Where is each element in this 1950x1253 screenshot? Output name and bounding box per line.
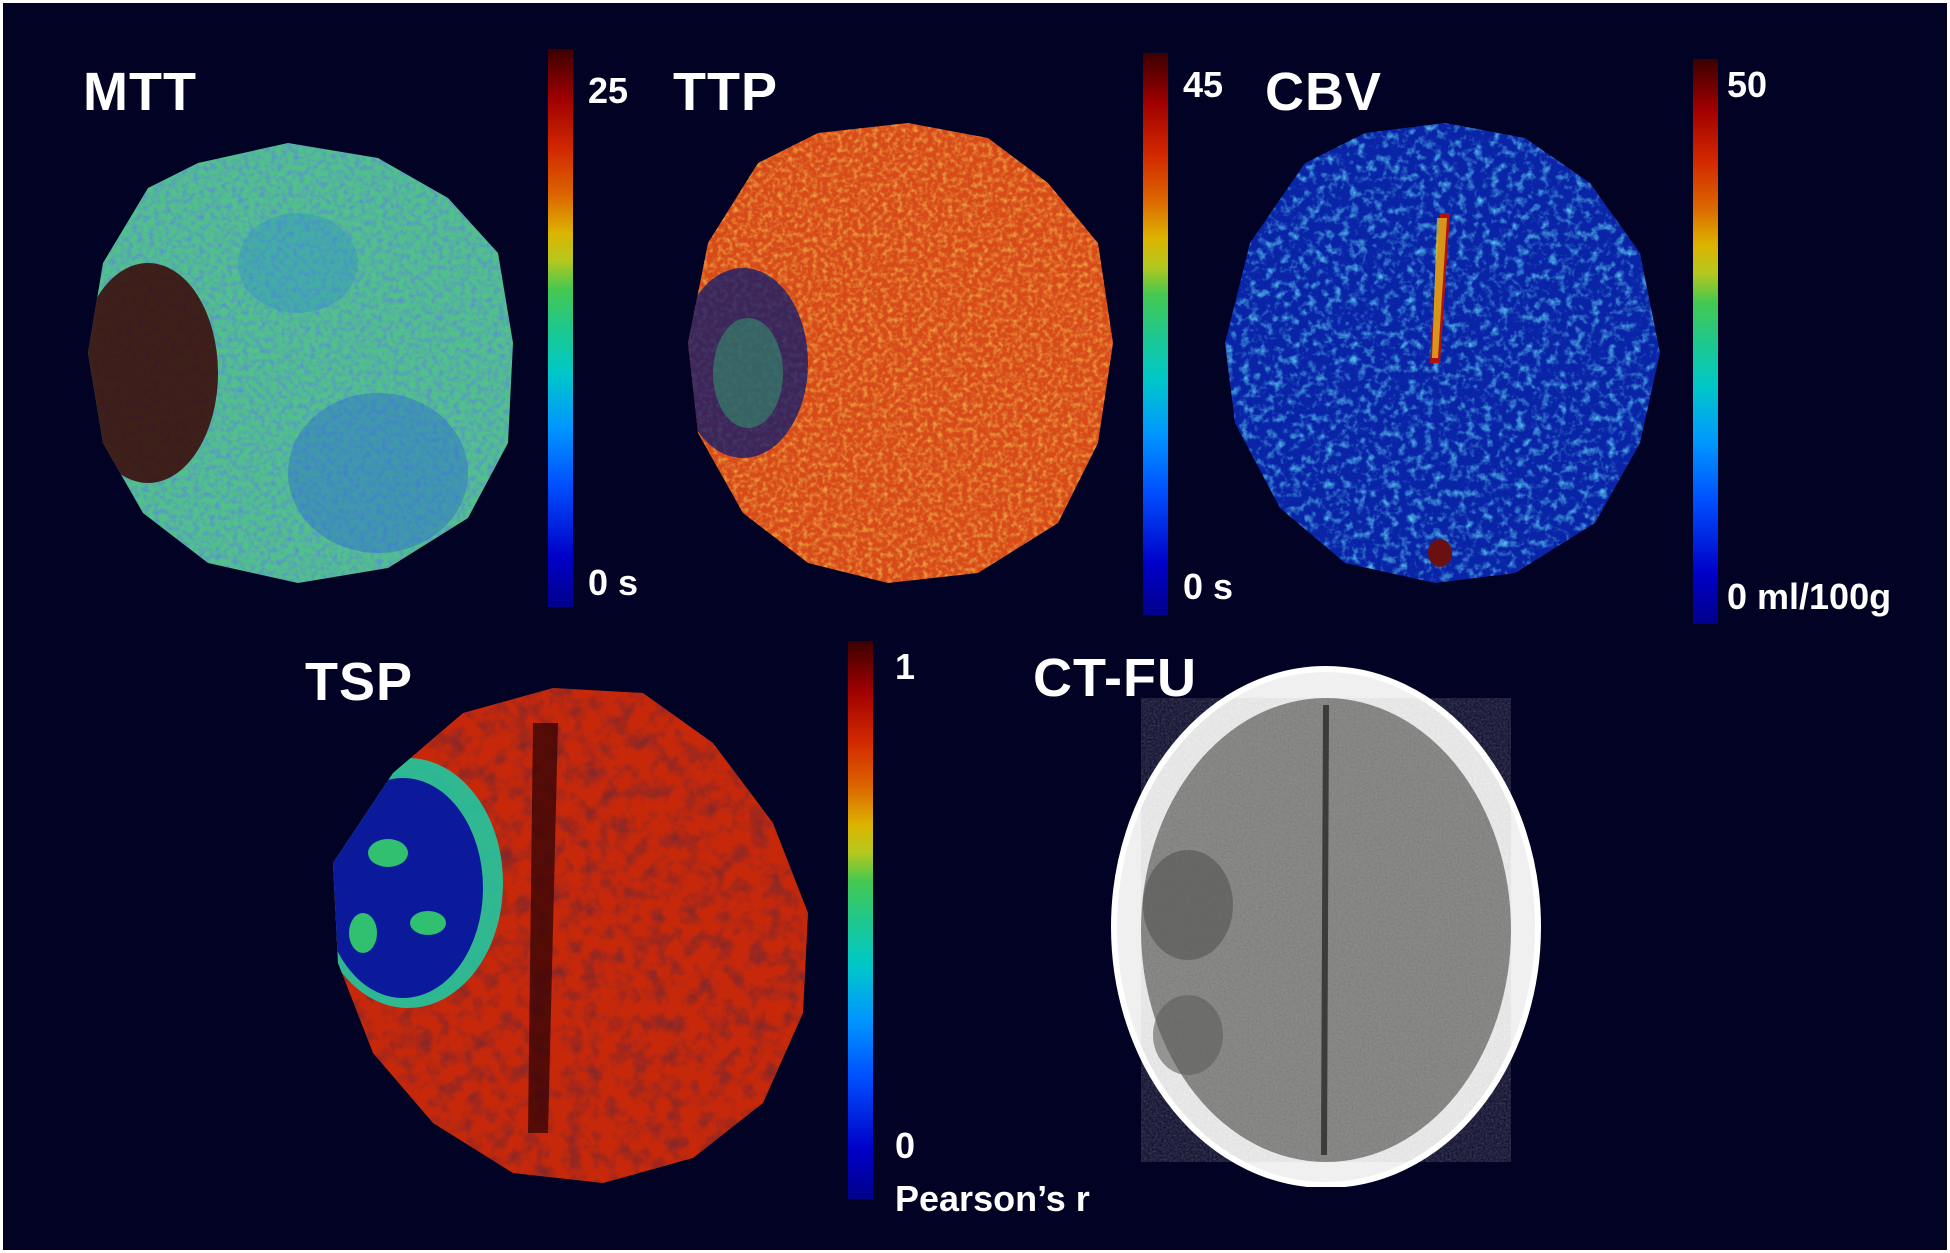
ttp-title: TTP [673, 62, 778, 122]
cbv-scale-min: 0 ml/100g [1727, 576, 1892, 617]
tsp-colorbar [848, 641, 873, 1199]
ttp-scale-max: 45 [1183, 64, 1224, 105]
cbv-title: CBV [1265, 62, 1383, 122]
tsp-scale-max: 1 [895, 646, 916, 687]
ct-followup-scan [1108, 665, 1548, 1187]
tsp-scale-min: 0 [895, 1125, 916, 1166]
cbv-colorbar [1693, 59, 1718, 624]
mtt-scale-min: 0 s [588, 562, 639, 603]
ctfu-title: CT-FU [1033, 648, 1197, 708]
mtt-perfusion-map [88, 143, 518, 583]
figure-panel: MTT 25 0 s TTP [3, 3, 1947, 1250]
mtt-title: MTT [83, 62, 197, 122]
cbv-perfusion-map [1225, 123, 1660, 583]
tsp-scale-unit: Pearson’s r [895, 1178, 1090, 1219]
mtt-colorbar [548, 49, 573, 607]
ttp-scale-min: 0 s [1183, 566, 1234, 607]
cbv-scale-max: 50 [1727, 64, 1768, 105]
ttp-colorbar [1143, 53, 1168, 615]
tsp-correlation-map [333, 683, 808, 1183]
tsp-title: TSP [305, 652, 414, 712]
ttp-perfusion-map [688, 123, 1113, 583]
mtt-scale-max: 25 [588, 70, 629, 111]
